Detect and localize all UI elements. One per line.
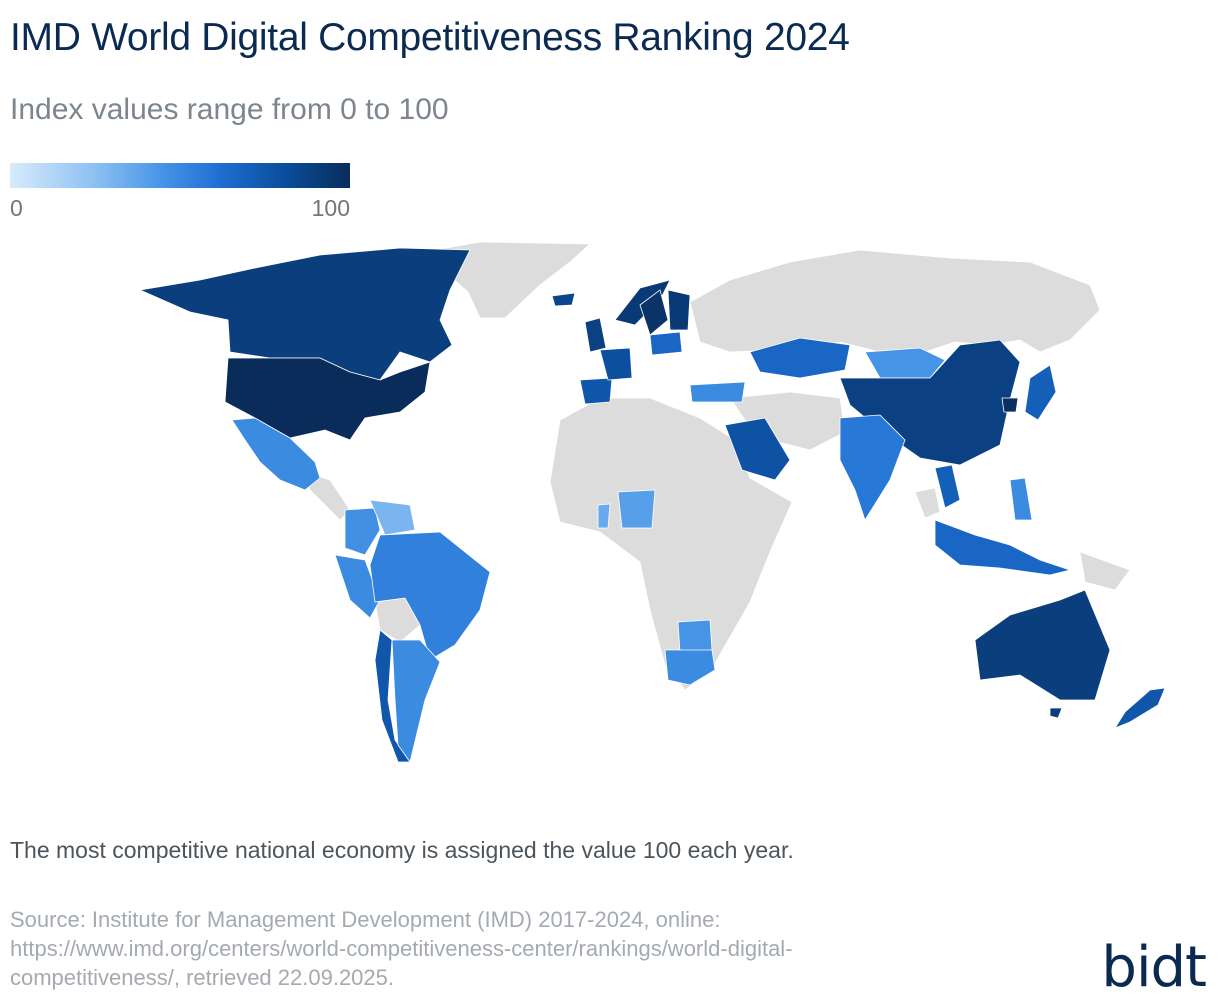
- region-thailand: [934, 464, 961, 509]
- region-ghana: [597, 503, 611, 529]
- chart-subtitle: Index values range from 0 to 100: [10, 93, 449, 126]
- region-saudi-arabia: [724, 417, 791, 481]
- region-greenland-asia-misc: [914, 487, 941, 519]
- region-australia: [974, 589, 1111, 701]
- source-citation: Source: Institute for Management Develop…: [10, 905, 1010, 992]
- source-line-3: competitiveness/, retrieved 22.09.2025.: [10, 965, 395, 990]
- region-argentina: [391, 639, 441, 763]
- region-africa: [549, 397, 793, 691]
- region-venezuela: [369, 499, 416, 536]
- region-botswana: [677, 619, 713, 653]
- region-tasmania: [1049, 707, 1063, 719]
- region-nigeria: [617, 489, 656, 529]
- region-papua: [1079, 551, 1131, 591]
- region-philippines: [1009, 477, 1033, 521]
- region-new-zealand: [1114, 687, 1166, 729]
- legend-max-label: 100: [311, 195, 350, 221]
- region-mongolia: [864, 347, 946, 379]
- source-line-1: Source: Institute for Management Develop…: [10, 907, 721, 932]
- region-uk: [584, 317, 607, 353]
- region-spain: [579, 377, 613, 405]
- region-norway: [614, 279, 671, 326]
- color-legend: 0 100: [10, 163, 350, 223]
- region-turkey: [689, 381, 746, 403]
- bidt-logo: bidt: [1101, 935, 1207, 1000]
- region-poland: [649, 331, 683, 356]
- chart-note: The most competitive national economy is…: [10, 837, 794, 863]
- region-sweden: [639, 289, 669, 336]
- region-indonesia: [934, 519, 1072, 576]
- world-map: [138, 241, 1166, 763]
- legend-min-label: 0: [10, 195, 23, 221]
- region-iceland: [551, 292, 576, 307]
- region-mexico: [231, 417, 321, 491]
- region-colombia: [344, 507, 381, 556]
- legend-gradient-bar: [10, 163, 350, 188]
- region-south-africa: [664, 649, 716, 686]
- region-france: [599, 347, 633, 381]
- region-south-korea: [1001, 397, 1019, 413]
- region-finland: [667, 289, 691, 331]
- region-japan: [1024, 364, 1057, 421]
- region-kazakhstan: [749, 337, 851, 379]
- region-peru: [334, 554, 381, 619]
- source-line-2: https://www.imd.org/centers/world-compet…: [10, 936, 793, 961]
- chart-title: IMD World Digital Competitiveness Rankin…: [10, 16, 850, 59]
- region-india: [839, 414, 906, 521]
- region-greenland: [434, 241, 592, 319]
- region-russia: [689, 249, 1101, 353]
